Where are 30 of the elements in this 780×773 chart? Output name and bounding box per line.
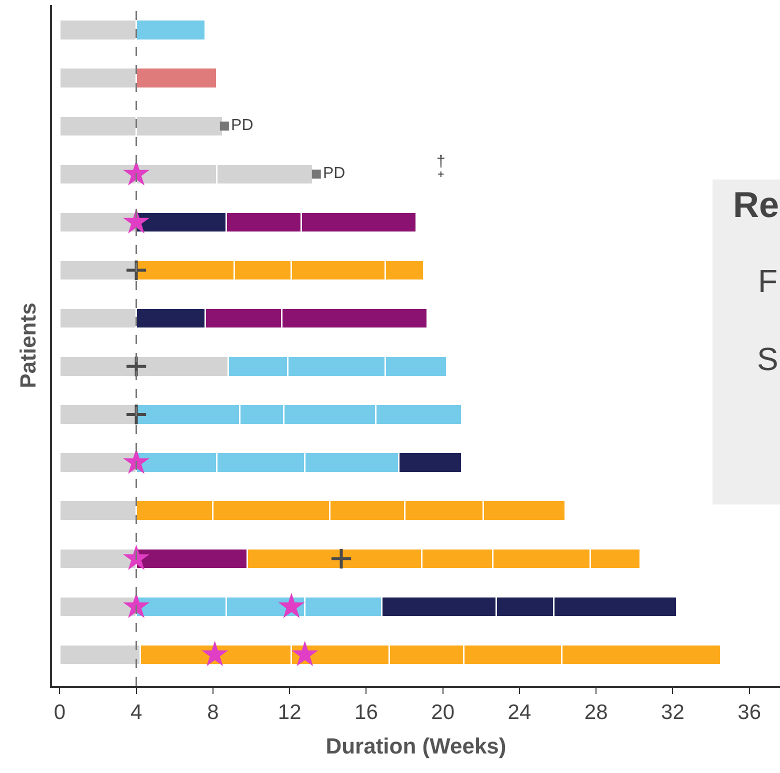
- point: [438, 170, 444, 178]
- x-tick-label: 36: [738, 700, 762, 724]
- x-tick-label: 16: [354, 700, 378, 724]
- point: [220, 122, 229, 131]
- annotation: F: [758, 263, 778, 299]
- data-label: †: [436, 154, 446, 171]
- point: [122, 544, 150, 570]
- x-tick-label: 4: [130, 700, 142, 724]
- x-tick-label: 24: [508, 700, 532, 724]
- point: [122, 448, 150, 474]
- x-tick-label: 32: [661, 700, 684, 724]
- data-label: PD: [323, 165, 346, 182]
- point: [122, 208, 150, 234]
- point: [330, 547, 353, 570]
- point: [122, 592, 150, 618]
- point: [202, 640, 228, 666]
- x-tick-label: 0: [54, 700, 66, 724]
- x-tick-label: 20: [431, 700, 454, 724]
- y-axis-title: Patients: [16, 302, 41, 388]
- annotation: S: [757, 341, 778, 377]
- point: [292, 640, 318, 666]
- point: [122, 160, 150, 186]
- data-label: PD: [231, 117, 254, 134]
- x-tick-label: 8: [207, 700, 219, 724]
- x-axis-title: Duration (Weeks): [326, 733, 506, 758]
- x-tick-label: 12: [278, 700, 302, 724]
- point: [278, 592, 305, 618]
- x-tick-label: 28: [584, 700, 608, 724]
- point: [312, 170, 321, 179]
- annotation: Re: [732, 184, 779, 225]
